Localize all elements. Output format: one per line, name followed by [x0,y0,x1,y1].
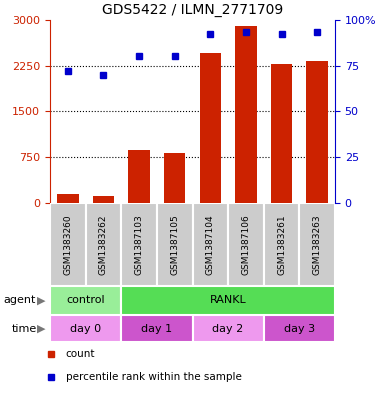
Text: time: time [12,323,37,334]
Bar [300,203,335,286]
Text: GSM1383262: GSM1383262 [99,214,108,275]
Bar [192,315,264,342]
Text: day 3: day 3 [284,323,315,334]
Text: GSM1383261: GSM1383261 [277,214,286,275]
Text: GSM1387105: GSM1387105 [170,214,179,275]
Text: GSM1387104: GSM1387104 [206,214,215,275]
Text: RANKL: RANKL [210,296,246,305]
Bar [121,286,335,315]
Bar [157,203,192,286]
Text: day 1: day 1 [141,323,172,334]
Bar [306,61,328,203]
Text: percentile rank within the sample: percentile rank within the sample [66,372,242,382]
Bar [50,315,121,342]
Bar [50,286,121,315]
Text: control: control [66,296,105,305]
Bar [85,203,121,286]
Bar [264,315,335,342]
Text: ▶: ▶ [37,296,45,305]
Bar [164,153,186,203]
Text: day 0: day 0 [70,323,101,334]
Text: GSM1387106: GSM1387106 [241,214,250,275]
Text: day 2: day 2 [213,323,244,334]
Bar [121,203,157,286]
Text: ▶: ▶ [37,323,45,334]
Bar [50,203,85,286]
Title: GDS5422 / ILMN_2771709: GDS5422 / ILMN_2771709 [102,3,283,17]
Bar [192,203,228,286]
Text: GSM1387103: GSM1387103 [135,214,144,275]
Bar [271,64,292,203]
Bar [121,315,192,342]
Bar [57,194,79,203]
Bar [228,203,264,286]
Bar [235,26,257,203]
Text: agent: agent [4,296,36,305]
Text: GSM1383263: GSM1383263 [313,214,321,275]
Text: count: count [66,349,95,359]
Text: GSM1383260: GSM1383260 [64,214,72,275]
Bar [199,53,221,203]
Bar [93,196,114,203]
Bar [264,203,300,286]
Bar [128,150,150,203]
